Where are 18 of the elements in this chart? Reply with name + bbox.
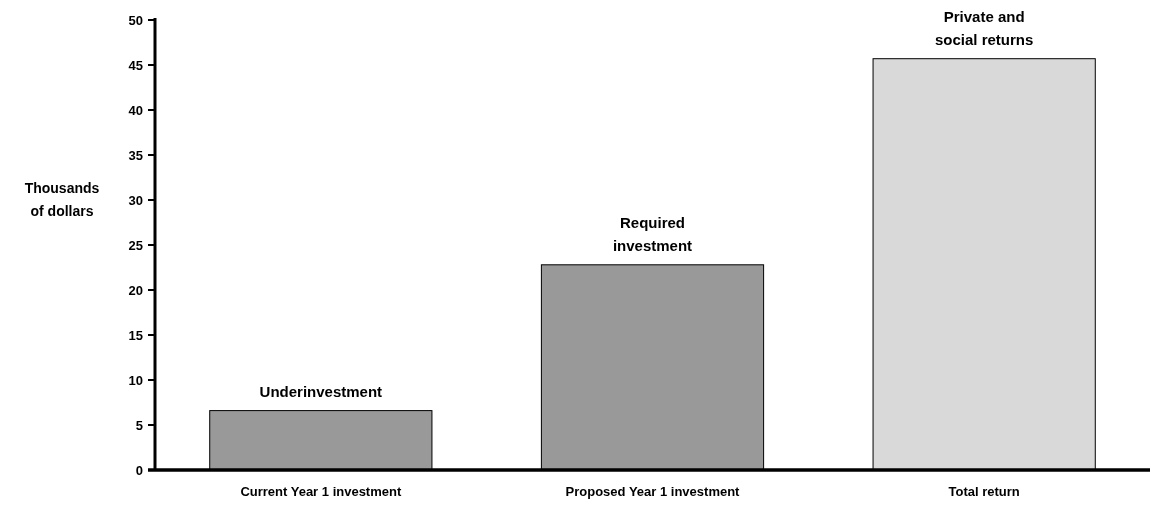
- y-tick-label: 5: [135, 417, 143, 433]
- y-tick-label: 30: [128, 192, 143, 208]
- y-tick-label: 15: [128, 327, 143, 343]
- x-tick-label: Proposed Year 1 investment: [565, 484, 741, 499]
- x-tick-label: Total return: [948, 484, 1020, 499]
- annotation: Private and social returns: [934, 7, 1034, 48]
- annotation: Required investment: [612, 213, 693, 254]
- y-tick-label: 40: [128, 102, 143, 118]
- y-tick-label: 25: [128, 237, 143, 253]
- y-tick-label: 35: [128, 147, 143, 163]
- y-tick-label: 45: [128, 57, 143, 73]
- y-axis-title: Thousands of dollars: [24, 180, 100, 219]
- annotation: Underinvestment: [259, 382, 383, 400]
- y-tick-label: 0: [135, 462, 143, 478]
- x-tick-label: Current Year 1 investment: [240, 484, 402, 499]
- y-tick-label: 10: [128, 372, 143, 388]
- y-tick-label: 20: [128, 282, 143, 298]
- y-tick-label: 50: [128, 12, 143, 28]
